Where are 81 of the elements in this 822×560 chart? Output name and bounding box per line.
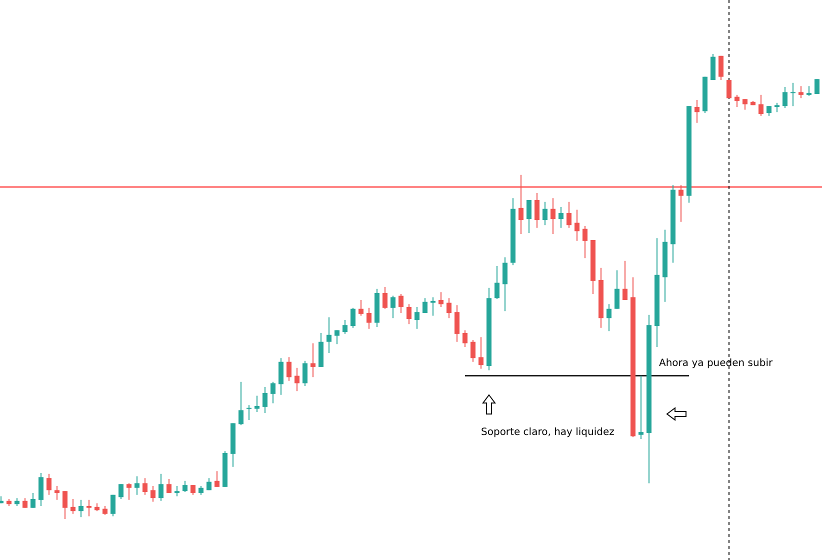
candlestick bbox=[302, 360, 308, 387]
candlestick bbox=[46, 473, 52, 496]
candlestick bbox=[286, 356, 292, 382]
candlestick bbox=[790, 82, 796, 107]
candlestick bbox=[798, 86, 804, 99]
candlestick bbox=[470, 339, 476, 362]
candlestick bbox=[574, 209, 580, 242]
candlestick bbox=[38, 472, 44, 506]
candlestick bbox=[166, 478, 172, 494]
candlestick bbox=[742, 98, 748, 110]
candlestick bbox=[206, 478, 212, 491]
candlestick bbox=[446, 298, 452, 319]
candlestick bbox=[382, 286, 388, 310]
candlestick bbox=[174, 485, 180, 497]
candlestick bbox=[142, 478, 148, 496]
candlestick bbox=[238, 381, 244, 426]
candlestick bbox=[422, 298, 428, 314]
candlestick bbox=[214, 470, 220, 488]
candlestick bbox=[390, 295, 396, 319]
candlestick bbox=[718, 55, 724, 81]
candlestick bbox=[614, 270, 620, 310]
candlestick bbox=[430, 296, 436, 316]
annotation: Ahora ya pueden subir bbox=[659, 358, 774, 369]
candlestick bbox=[358, 299, 364, 316]
candlestick bbox=[806, 86, 812, 96]
candlestick bbox=[518, 174, 524, 234]
candlestick bbox=[150, 485, 156, 502]
candlestick bbox=[694, 100, 700, 124]
candlestick bbox=[734, 94, 740, 108]
candlestick bbox=[110, 494, 116, 517]
candlestick bbox=[342, 319, 348, 334]
candlestick bbox=[550, 198, 556, 234]
candlestick bbox=[774, 102, 780, 113]
candlestick bbox=[766, 106, 772, 116]
candlestick bbox=[334, 330, 340, 345]
candlestick bbox=[678, 184, 684, 222]
candlestick bbox=[118, 484, 124, 500]
candlestick bbox=[782, 86, 788, 108]
candlestick bbox=[294, 367, 300, 392]
candlestick bbox=[254, 395, 260, 413]
candlestick bbox=[502, 256, 508, 312]
candlestick bbox=[62, 490, 68, 520]
candlestick bbox=[582, 226, 588, 259]
candlestick bbox=[414, 306, 420, 330]
candlestick bbox=[406, 304, 412, 325]
candlestick bbox=[190, 484, 196, 496]
candlestick bbox=[22, 498, 28, 508]
candlestick bbox=[350, 307, 356, 328]
candlestick bbox=[710, 54, 716, 81]
candlestick bbox=[622, 260, 628, 300]
candlestick bbox=[126, 482, 132, 500]
annotation: Soporte claro, hay liquidez bbox=[481, 427, 614, 438]
candlestick bbox=[478, 336, 484, 370]
candlestick bbox=[566, 201, 572, 228]
candlestick bbox=[526, 200, 532, 234]
candlestick bbox=[86, 499, 92, 517]
candlestick bbox=[310, 342, 316, 378]
candlestick bbox=[134, 476, 140, 496]
candlestick bbox=[454, 304, 460, 342]
candlestick bbox=[30, 492, 36, 508]
candlestick bbox=[182, 480, 188, 493]
candlestick bbox=[246, 404, 252, 420]
candlestick bbox=[78, 499, 84, 518]
candlestick bbox=[270, 381, 276, 404]
candlestick bbox=[638, 375, 644, 440]
candlestick bbox=[54, 485, 60, 500]
candlestick bbox=[606, 304, 612, 332]
candlestick bbox=[398, 293, 404, 314]
candlestick bbox=[366, 307, 372, 330]
candlestick bbox=[758, 94, 764, 116]
candlestick bbox=[262, 386, 268, 414]
candlestick bbox=[542, 201, 548, 226]
candlestick bbox=[534, 192, 540, 228]
candlestick bbox=[70, 498, 76, 514]
candlestick bbox=[558, 206, 564, 228]
candlestick bbox=[494, 266, 500, 300]
candlestick bbox=[462, 330, 468, 348]
candlestick bbox=[438, 292, 444, 308]
candlestick bbox=[158, 473, 164, 502]
candlestick bbox=[278, 358, 284, 396]
candlestick bbox=[326, 316, 332, 354]
